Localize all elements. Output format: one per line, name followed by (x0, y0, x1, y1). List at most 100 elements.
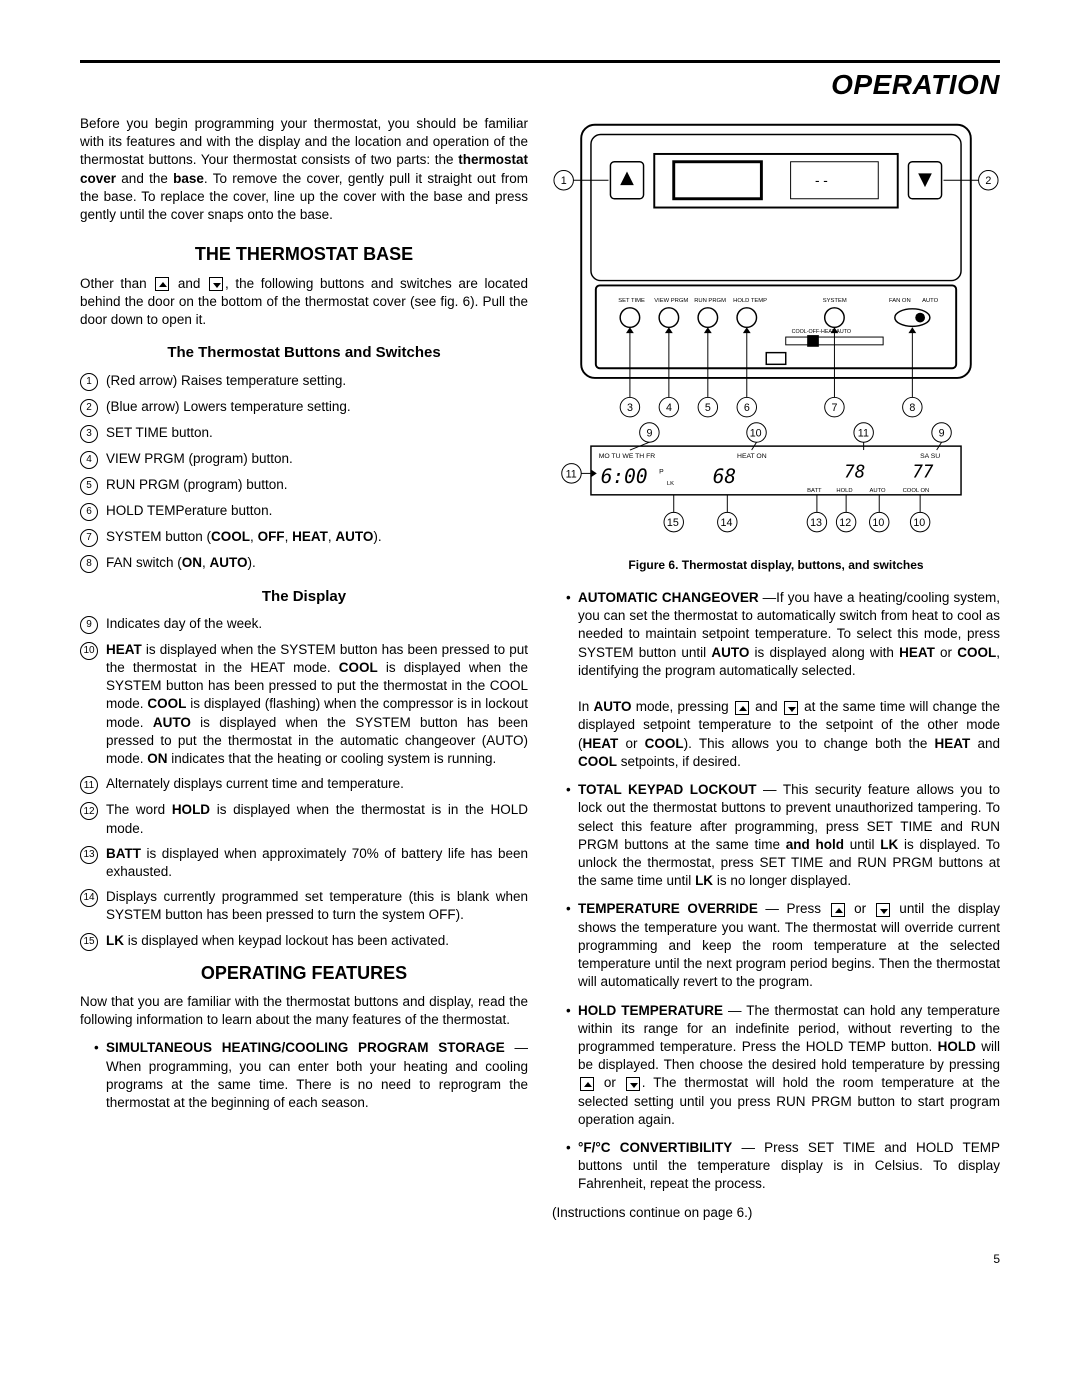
list-item: 7 SYSTEM button (COOL, OFF, HEAT, AUTO). (80, 528, 528, 547)
down-arrow-icon (876, 903, 890, 917)
svg-text:12: 12 (839, 517, 851, 529)
svg-text:14: 14 (720, 517, 732, 529)
callout-circle: 8 (80, 555, 98, 573)
callout-circle: 6 (80, 503, 98, 521)
svg-text:11: 11 (566, 468, 577, 480)
svg-text:9: 9 (939, 427, 945, 439)
page-number: 5 (80, 1252, 1000, 1266)
callout-circle: 15 (80, 933, 98, 951)
base-text-2: and (171, 276, 207, 291)
features-list-left: SIMULTANEOUS HEATING/COOLING PROGRAM STO… (94, 1039, 528, 1112)
display-list: 9 Indicates day of the week. 10HEAT is di… (80, 615, 528, 951)
btn-label: AUTO (922, 298, 939, 304)
feature-item: °F/°C CONVERTIBILITY — Press SET TIME an… (566, 1139, 1000, 1194)
btn-label: HOLD TEMP (733, 298, 767, 304)
lcd-heaton: HEAT ON (737, 453, 767, 460)
list-item: 8 FAN switch (ON, AUTO). (80, 554, 528, 573)
features-intro: Now that you are familiar with the therm… (80, 993, 528, 1029)
feature-bold: TOTAL KEYPAD LOCKOUT (578, 782, 757, 797)
thermostat-diagram: - - S (552, 115, 1000, 544)
base-paragraph: Other than and , the following buttons a… (80, 275, 528, 330)
callout-circle: 9 (80, 616, 98, 634)
callout-circle: 7 (80, 529, 98, 547)
btn-label: RUN PRGM (694, 298, 726, 304)
intro-paragraph: Before you begin programming your thermo… (80, 115, 528, 224)
feature-item: SIMULTANEOUS HEATING/COOLING PROGRAM STO… (94, 1039, 528, 1112)
callout-circle: 2 (80, 399, 98, 417)
feature-bold: °F/°C CONVERTIBILITY (578, 1140, 732, 1155)
down-arrow-icon (209, 277, 223, 291)
feature-item: HOLD TEMPERATURE — The thermostat can ho… (566, 1002, 1000, 1130)
lcd-78: 78 (844, 462, 865, 482)
heading-buttons-switches: The Thermostat Buttons and Switches (80, 343, 528, 363)
lcd-68: 68 (713, 465, 736, 488)
svg-text:5: 5 (705, 402, 711, 414)
lcd-hold: HOLD (836, 488, 852, 494)
item-text: BATT is displayed when approximately 70%… (106, 845, 528, 881)
svg-text:8: 8 (909, 402, 915, 414)
item-text: (Red arrow) Raises temperature setting. (106, 372, 528, 390)
list-item: 14 Displays currently programmed set temp… (80, 888, 528, 924)
up-arrow-icon (155, 277, 169, 291)
svg-text:10: 10 (913, 517, 925, 529)
continuation-note: (Instructions continue on page 6.) (552, 1204, 1000, 1222)
btn-label: FAN ON (889, 298, 911, 304)
list-item: 9 Indicates day of the week. (80, 615, 528, 634)
svg-text:9: 9 (646, 427, 652, 439)
heading-thermostat-base: THE THERMOSTAT BASE (80, 242, 528, 266)
up-arrow-icon (620, 171, 634, 185)
list-item: 5RUN PRGM (program) button. (80, 476, 528, 495)
callout-circle: 14 (80, 889, 98, 907)
callout-circle: 1 (80, 373, 98, 391)
list-item: 6 HOLD TEMPerature button. (80, 502, 528, 521)
feature-item: TEMPERATURE OVERRIDE — Press or until th… (566, 900, 1000, 991)
item-text: LK is displayed when keypad lockout has … (106, 932, 528, 950)
btn-label: VIEW PRGM (654, 298, 688, 304)
callout-circle: 11 (80, 776, 98, 794)
button-row (620, 308, 930, 327)
feature-item: AUTOMATIC CHANGEOVER —If you have a heat… (566, 589, 1000, 771)
item-text: HOLD TEMPerature button. (106, 502, 528, 520)
list-item: 11Alternately displays current time and … (80, 775, 528, 794)
up-arrow-icon (735, 701, 749, 715)
slider-label: COOL-OFF-HEAT-AUTO (792, 329, 851, 335)
callout-circle: 12 (80, 802, 98, 820)
figure-caption: Figure 6. Thermostat display, buttons, a… (552, 557, 1000, 573)
item-text: (Blue arrow) Lowers temperature setting. (106, 398, 528, 416)
callout-num: 2 (985, 175, 991, 187)
item-text: Displays currently programmed set temper… (106, 888, 528, 924)
item-text: VIEW PRGM (program) button. (106, 450, 528, 468)
lcd-days-left: MO TU WE TH FR (599, 453, 655, 460)
list-item: 2 (Blue arrow) Lowers temperature setting… (80, 398, 528, 417)
list-item: 1 (Red arrow) Raises temperature setting. (80, 372, 528, 391)
svg-text:3: 3 (627, 402, 633, 414)
lcd-dash: - - (815, 173, 828, 188)
item-text: SYSTEM button (COOL, OFF, HEAT, AUTO). (106, 528, 528, 546)
callout-circle: 13 (80, 846, 98, 864)
lcd-batt: BATT (807, 488, 822, 494)
item-text: Indicates day of the week. (106, 615, 528, 633)
up-arrow-icon (831, 903, 845, 917)
down-arrow-icon (918, 173, 932, 187)
list-item: 3SET TIME button. (80, 424, 528, 443)
callout-circle: 3 (80, 425, 98, 443)
svg-text:11: 11 (858, 427, 869, 439)
svg-text:15: 15 (667, 517, 679, 529)
up-arrow-icon (580, 1077, 594, 1091)
item-text: FAN switch (ON, AUTO). (106, 554, 528, 572)
down-arrow-icon (784, 701, 798, 715)
list-item: 15 LK is displayed when keypad lockout ha… (80, 932, 528, 951)
feature-bold: SIMULTANEOUS HEATING/COOLING PROGRAM STO… (106, 1040, 505, 1055)
feature-bold: AUTOMATIC CHANGEOVER (578, 590, 759, 605)
lcd-77: 77 (912, 462, 934, 482)
list-item: 10HEAT is displayed when the SYSTEM butt… (80, 641, 528, 769)
btn-label: SYSTEM (823, 298, 847, 304)
callout-circle: 4 (80, 451, 98, 469)
intro-text-2: and the (116, 171, 173, 186)
list-item: 12The word HOLD is displayed when the th… (80, 801, 528, 837)
list-item: 4 VIEW PRGM (program) button. (80, 450, 528, 469)
lcd-pm: P (659, 468, 664, 475)
svg-text:13: 13 (810, 517, 822, 529)
heading-display: The Display (80, 587, 528, 607)
buttons-list: 1 (Red arrow) Raises temperature setting.… (80, 372, 528, 573)
